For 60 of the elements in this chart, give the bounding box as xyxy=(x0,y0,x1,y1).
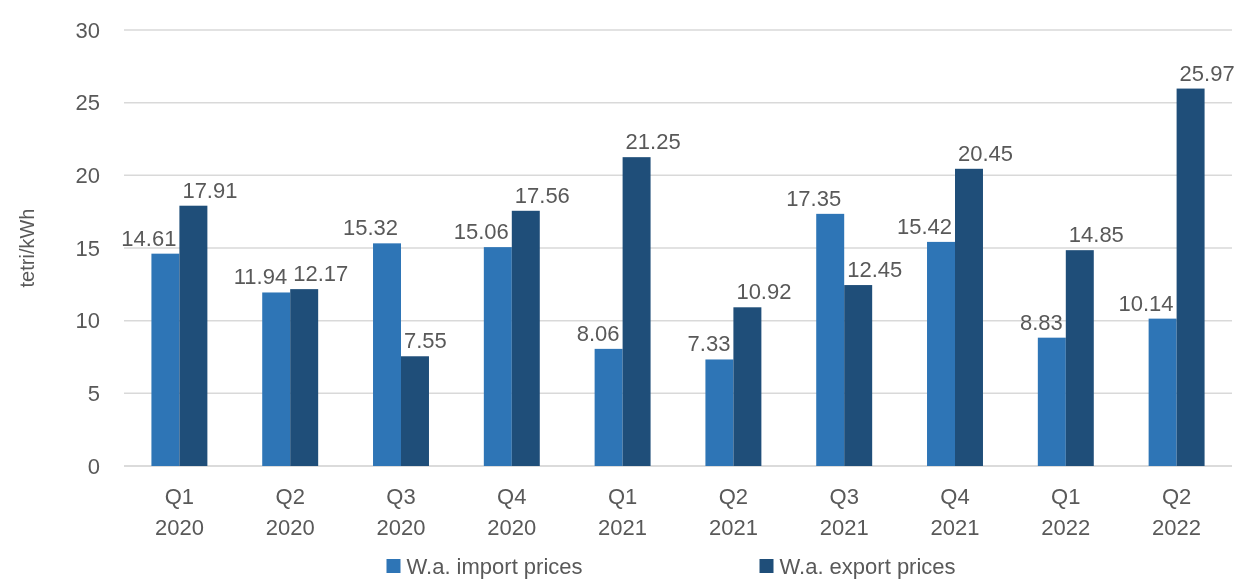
y-tick-label: 30 xyxy=(75,17,100,43)
data-label: 12.17 xyxy=(293,261,349,287)
bar xyxy=(511,210,540,466)
data-label: 10.92 xyxy=(736,279,792,305)
bar xyxy=(955,168,983,466)
bar xyxy=(1176,88,1205,466)
y-tick-label: 0 xyxy=(87,453,100,479)
data-label: 15.32 xyxy=(342,215,398,241)
data-label: 12.45 xyxy=(847,257,903,283)
x-tick-label: Q2 2021 xyxy=(708,483,758,540)
data-label: 17.91 xyxy=(182,177,238,203)
x-tick-label: Q2 2022 xyxy=(1152,483,1202,540)
bar xyxy=(705,359,734,466)
bar xyxy=(927,241,955,466)
legend-label: W.a. import prices xyxy=(406,553,583,579)
x-tick-label: Q1 2022 xyxy=(1041,483,1091,540)
y-tick-label: 15 xyxy=(75,235,100,261)
data-label: 7.33 xyxy=(687,331,731,357)
y-tick-label: 10 xyxy=(75,308,100,334)
legend-label: W.a. export prices xyxy=(779,553,956,579)
data-label: 21.25 xyxy=(625,129,681,155)
bar xyxy=(179,205,208,466)
data-label: 14.85 xyxy=(1068,222,1124,248)
x-tick-label: Q1 2021 xyxy=(598,483,648,540)
data-label: 25.97 xyxy=(1179,60,1234,86)
data-label: 8.06 xyxy=(576,320,620,346)
y-tick-label: 25 xyxy=(75,90,100,116)
bar xyxy=(373,243,401,466)
bar xyxy=(1037,337,1066,466)
bar xyxy=(151,253,180,466)
data-label: 15.42 xyxy=(896,213,952,239)
bar xyxy=(1148,318,1177,466)
bar xyxy=(816,213,845,466)
x-tick-label: Q1 2020 xyxy=(154,483,204,540)
x-tick-label: Q4 2021 xyxy=(930,483,980,540)
x-tick-label: Q3 2021 xyxy=(819,483,869,540)
bar xyxy=(844,285,873,466)
data-label: 15.06 xyxy=(453,219,509,245)
bar xyxy=(622,157,651,466)
bar xyxy=(1065,250,1094,466)
data-label: 17.35 xyxy=(786,185,842,211)
bar xyxy=(483,247,512,466)
bar xyxy=(290,289,319,466)
data-label: 11.94 xyxy=(233,264,288,290)
data-label: 10.14 xyxy=(1118,290,1174,316)
bar xyxy=(401,356,429,466)
data-label: 17.56 xyxy=(514,182,570,208)
data-label: 14.61 xyxy=(121,225,177,251)
x-tick-label: Q2 2020 xyxy=(265,483,315,540)
y-tick-label: 20 xyxy=(75,162,100,188)
x-tick-label: Q3 2020 xyxy=(376,483,426,540)
data-label: 20.45 xyxy=(958,140,1014,166)
y-tick-label: 5 xyxy=(87,380,100,406)
bar xyxy=(594,348,623,466)
bar xyxy=(733,307,762,466)
x-tick-label: Q4 2020 xyxy=(487,483,537,540)
data-label: 8.83 xyxy=(1019,309,1063,335)
data-label: 7.55 xyxy=(404,328,447,354)
y-axis-title: tetri/kWh xyxy=(16,208,38,288)
bar xyxy=(262,292,291,466)
